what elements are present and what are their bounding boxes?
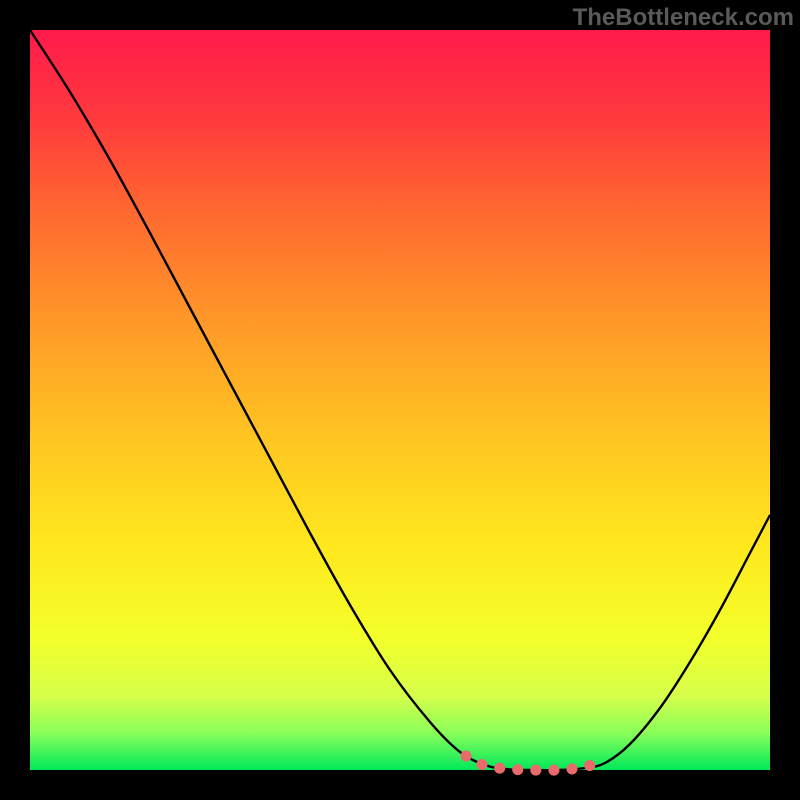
curve-layer — [30, 30, 770, 770]
chart-stage: TheBottleneck.com — [0, 0, 800, 800]
plot-area — [30, 30, 770, 770]
watermark-text: TheBottleneck.com — [573, 4, 794, 32]
bottleneck-curve — [30, 30, 770, 770]
